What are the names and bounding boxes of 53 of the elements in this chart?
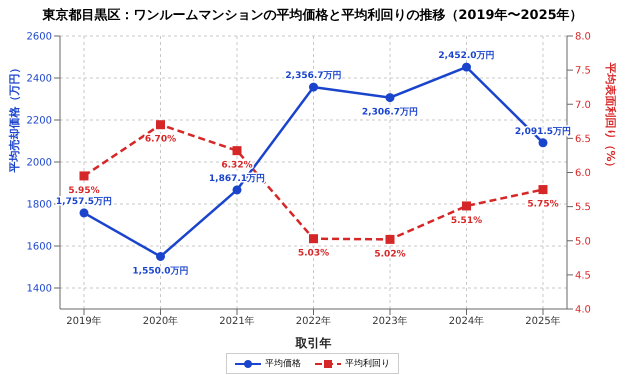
y2-tick-label: 6.5: [575, 134, 591, 145]
legend-label: 平均利回り: [344, 358, 390, 370]
y2-tick-label: 8.0: [575, 32, 591, 43]
y2-tick-label: 7.5: [575, 66, 591, 77]
point: [462, 201, 471, 210]
point: [309, 82, 318, 92]
point: [156, 120, 165, 130]
data-label: 5.02%: [374, 249, 406, 260]
point: [232, 146, 242, 156]
data-label: 2,356.7万円: [285, 70, 342, 82]
chart-title: 東京都目黒区：ワンルームマンションの平均価格と平均利回りの推移（2019年〜2025年）: [41, 6, 584, 24]
x-tick-label: 2021年: [219, 315, 255, 328]
y2-tick-label: 7.0: [575, 100, 591, 111]
y-axis-title: 平均売却価格（万円）: [8, 62, 21, 174]
data-label: 5.51%: [450, 216, 482, 226]
y-tick-label: 1400: [26, 284, 52, 295]
y2-tick-label: 4.0: [575, 304, 591, 316]
x-axis-title: 取引年: [294, 336, 332, 350]
point: [156, 252, 165, 261]
y-tick-label: 1800: [26, 200, 52, 211]
y-tick-label: 2200: [26, 116, 52, 127]
point: [538, 138, 548, 148]
x-tick-label: 2023年: [372, 315, 408, 328]
data-label: 6.70%: [144, 134, 176, 145]
y2-tick-label: 5.0: [575, 236, 591, 248]
point: [80, 208, 88, 218]
y-tick-label: 2600: [26, 32, 52, 43]
y-tick-label: 2400: [26, 74, 52, 85]
data-label: 5.95%: [68, 186, 100, 196]
y2-tick-label: 5.5: [575, 202, 591, 214]
y2-tick-label: 6.0: [575, 168, 591, 180]
point: [462, 62, 471, 72]
point: [386, 234, 394, 244]
x-tick-label: 2022年: [296, 315, 332, 328]
x-tick-label: 2019年: [66, 315, 102, 328]
x-tick-label: 2024年: [448, 315, 484, 328]
point: [538, 185, 548, 194]
y2-axis-title: 平均表面利回り（%）: [604, 61, 618, 172]
point: [80, 171, 88, 180]
data-label: 5.75%: [527, 200, 559, 210]
x-tick-label: 2025年: [525, 315, 561, 328]
y-tick-label: 2000: [26, 158, 52, 169]
x-tick-label: 2020年: [142, 315, 178, 328]
data-label: 1,550.0万円: [132, 266, 189, 276]
y-tick-label: 1600: [26, 242, 52, 253]
legend-label: 平均価格: [264, 358, 301, 370]
point: [386, 93, 394, 102]
data-label: 2,306.7万円: [362, 106, 418, 118]
data-label: 5.03%: [298, 248, 330, 259]
point: [232, 185, 242, 194]
y2-tick-label: 4.5: [575, 270, 591, 282]
point: [309, 234, 318, 244]
data-label: 2,452.0万円: [438, 50, 495, 62]
